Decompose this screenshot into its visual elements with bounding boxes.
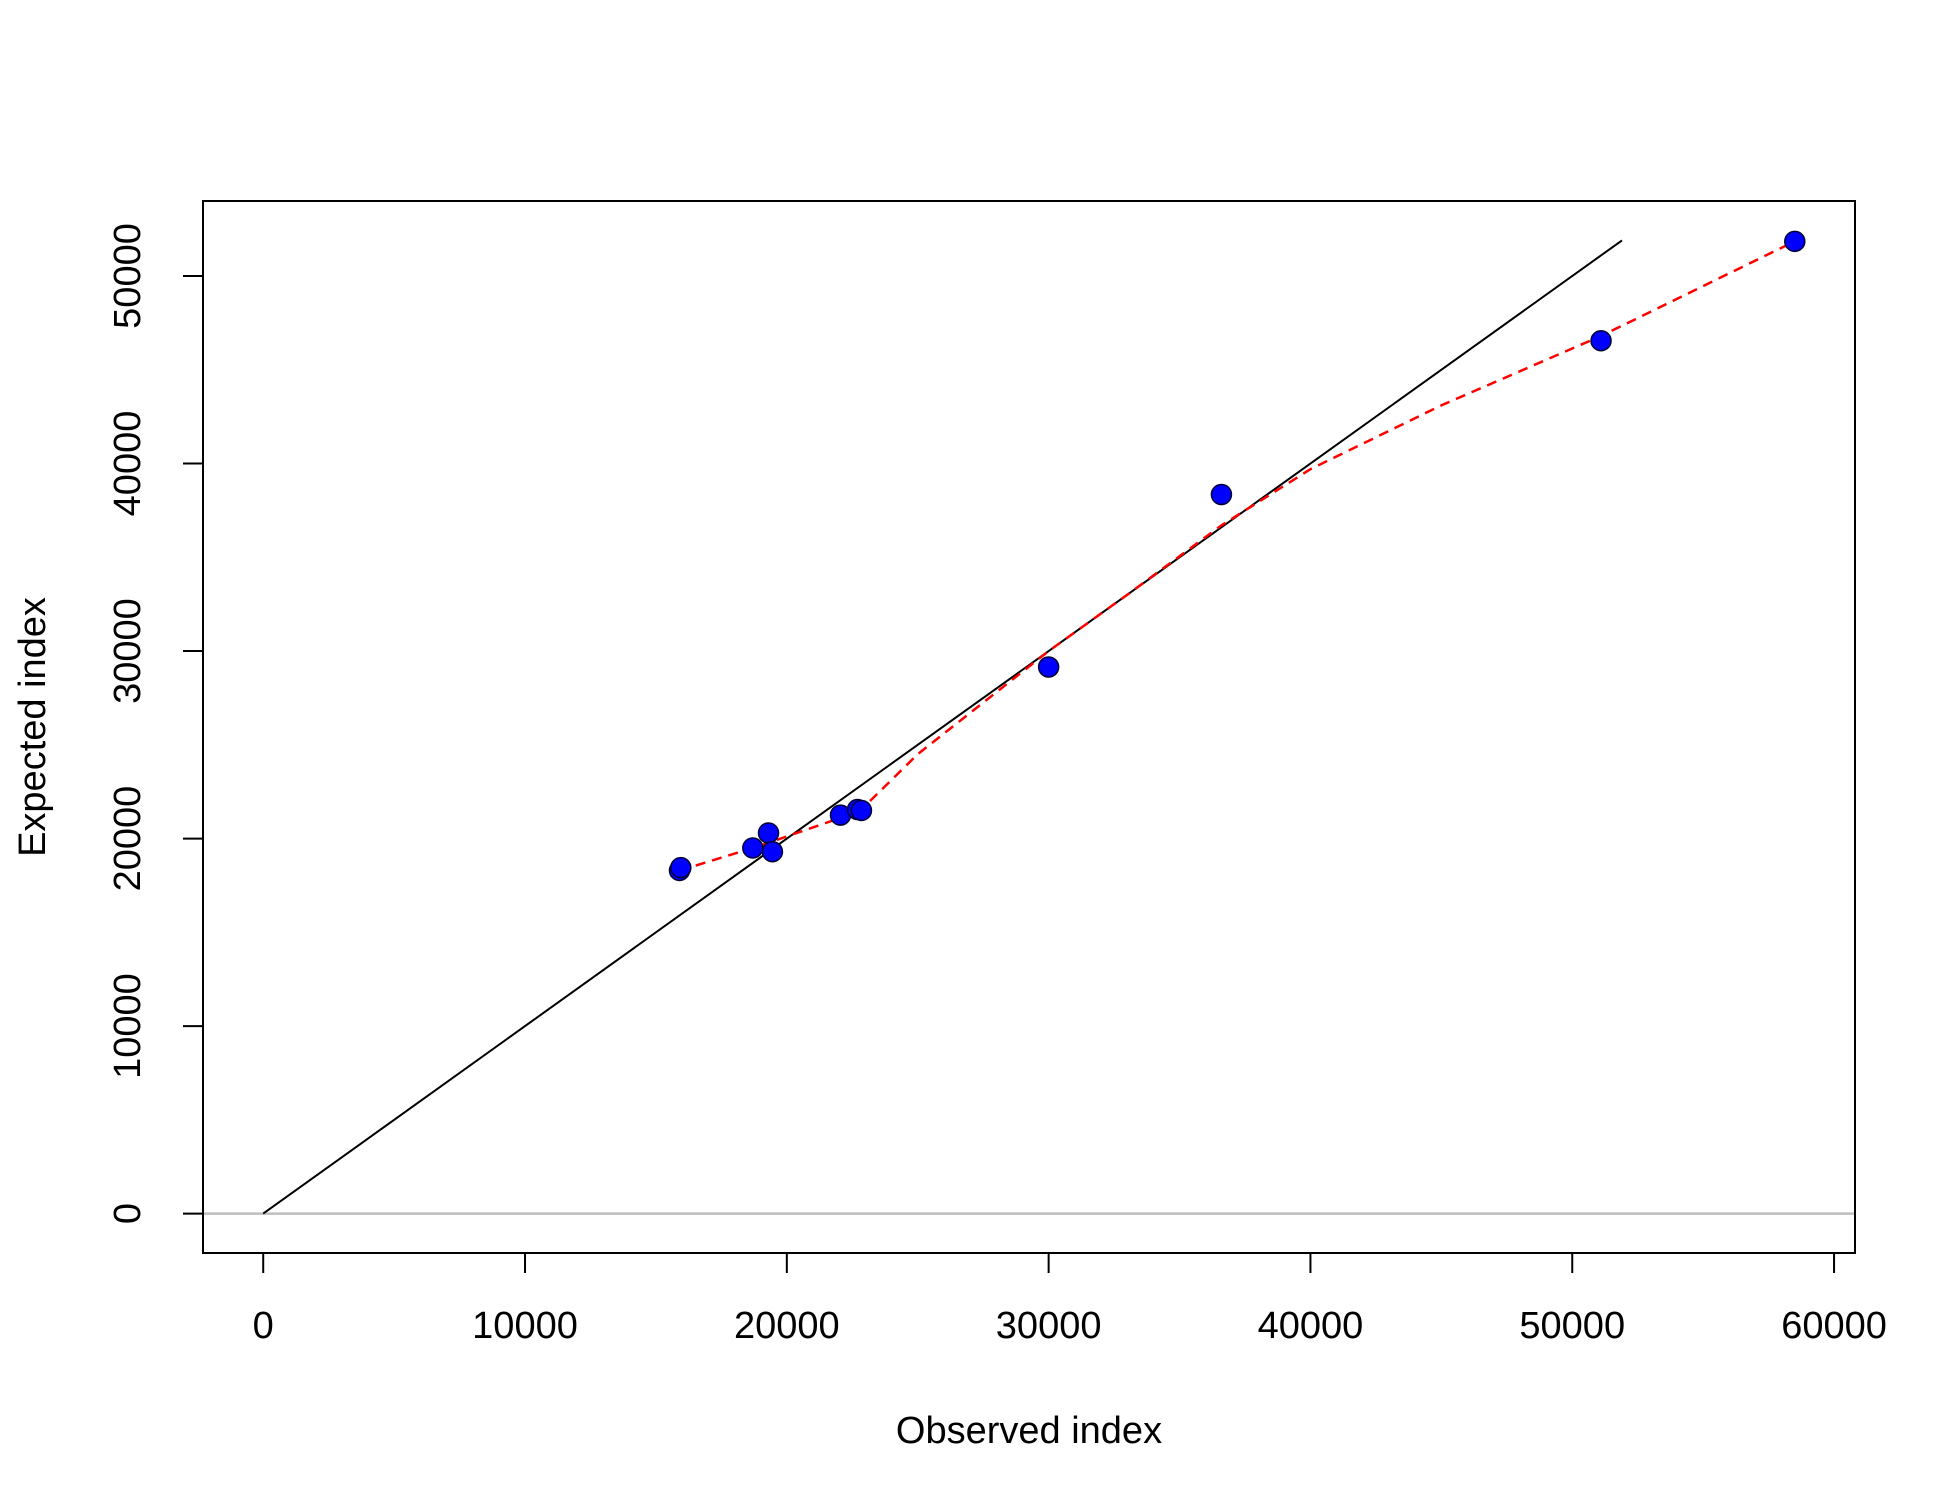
- y-axis: 0 10000 20000 30000 40000 50000: [107, 223, 204, 1224]
- x-axis: 0 10000 20000 30000 40000 50000 60000: [253, 1252, 1887, 1347]
- data-point: [742, 837, 764, 859]
- x-tick-label: 0: [253, 1305, 274, 1347]
- data-point: [850, 799, 873, 822]
- x-axis-label: Observed index: [896, 1410, 1162, 1452]
- smooth-trend-line: [679, 240, 1796, 872]
- identity-line: [262, 239, 1623, 1215]
- x-tick-label: 20000: [734, 1305, 840, 1347]
- y-tick-label: 30000: [107, 598, 149, 704]
- data-point: [757, 822, 780, 844]
- data-point: [1037, 656, 1060, 678]
- x-tick-label: 30000: [996, 1305, 1102, 1347]
- data-point: [761, 840, 784, 863]
- y-tick-label: 20000: [107, 786, 149, 892]
- y-axis-label: Expected index: [12, 597, 54, 857]
- y-tick-label: 10000: [107, 973, 149, 1079]
- data-point: [1784, 230, 1806, 253]
- y-tick-label: 40000: [107, 411, 149, 517]
- data-point: [1210, 483, 1233, 506]
- x-tick-label: 50000: [1519, 1305, 1625, 1347]
- x-tick-label: 10000: [472, 1305, 578, 1347]
- plot-frame: [202, 200, 1856, 1254]
- data-point: [1590, 329, 1612, 352]
- y-tick-label: 0: [107, 1203, 149, 1224]
- x-tick-label: 60000: [1781, 1305, 1887, 1347]
- x-tick-label: 40000: [1258, 1305, 1364, 1347]
- y-tick-label: 50000: [107, 223, 149, 329]
- data-point: [670, 856, 692, 879]
